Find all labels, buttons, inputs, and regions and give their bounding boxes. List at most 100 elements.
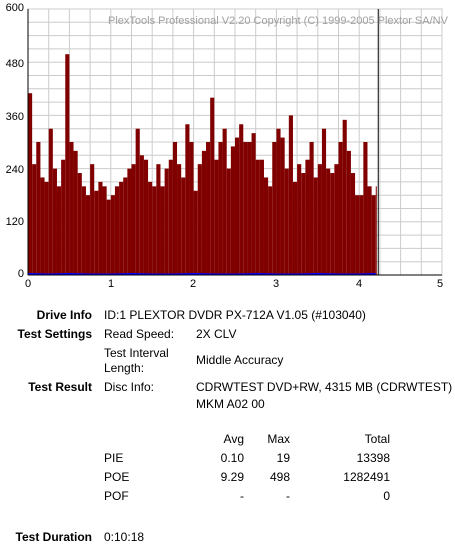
poe-bar (288, 115, 293, 276)
poe-bar (255, 159, 260, 275)
poe-bar (206, 142, 211, 275)
poe-bar (321, 128, 327, 275)
row-pof-name: POF (104, 489, 129, 503)
y-tick-label: 0 (17, 268, 24, 280)
poe-bar (355, 195, 360, 275)
poe-bar (189, 142, 194, 275)
poe-bar (218, 142, 223, 275)
poe-bar (160, 186, 165, 275)
poe-bar (247, 142, 252, 275)
poe-bar (346, 150, 351, 275)
poe-bar (263, 177, 269, 275)
read-speed-value: 2X CLV (196, 327, 237, 341)
poe-bar (127, 168, 132, 275)
y-tick-label: 600 (5, 2, 24, 14)
test-interval-label-line2: Length: (104, 361, 145, 375)
disc-info-label: Disc Info: (104, 380, 155, 394)
poe-bar (119, 181, 124, 275)
poe-bar (334, 164, 339, 275)
row-poe-max: 498 (269, 470, 290, 484)
poe-bar (359, 195, 364, 275)
poe-bar (56, 186, 62, 275)
poe-bar (48, 128, 53, 275)
poe-bar (276, 128, 281, 275)
test-duration-label: Test Duration (15, 530, 92, 544)
poe-bar (326, 168, 331, 275)
col-header-avg: Avg (223, 432, 244, 446)
poe-bar (135, 128, 140, 275)
poe-bar (152, 186, 157, 275)
poe-bar (73, 150, 78, 275)
x-tick-label: 3 (272, 278, 280, 290)
row-pof-max: - (286, 489, 290, 503)
disc-info-value-line1: CDRWTEST DVD+RW, 4315 MB (CDRWTEST) (196, 380, 453, 394)
poe-bar (243, 142, 248, 275)
poe-bar (98, 181, 103, 275)
poe-bar (114, 186, 120, 275)
poe-bar (350, 173, 356, 275)
poe-bar (280, 137, 285, 275)
poe-bar (44, 181, 49, 275)
poe-bar (77, 173, 82, 275)
row-pof-total: 0 (383, 489, 390, 503)
poe-bar (284, 168, 289, 275)
poe-bar (61, 159, 66, 275)
poe-bar (330, 173, 335, 275)
plot-area (27, 8, 443, 276)
drive-info-value: ID:1 PLEXTOR DVDR PX-712A V1.05 (#103040… (104, 308, 366, 322)
x-tick-label: 5 (436, 278, 444, 290)
poe-bar (181, 177, 186, 275)
test-interval-value: Middle Accuracy (196, 353, 284, 367)
poe-bar (297, 164, 302, 275)
poe-bar (342, 119, 347, 275)
poe-bar (28, 93, 33, 275)
poe-bar (110, 195, 115, 275)
poe-bar (197, 164, 202, 275)
poe-bar (272, 142, 277, 275)
poe-bar (131, 164, 136, 275)
y-tick-label: 240 (5, 164, 24, 176)
x-tick-label: 2 (189, 278, 197, 290)
poe-bars (28, 54, 377, 276)
poe-bar (222, 128, 227, 275)
x-tick-label: 1 (107, 278, 115, 290)
y-tick-label: 360 (5, 111, 24, 123)
row-pie-max: 19 (276, 451, 290, 465)
poe-bar (139, 155, 144, 275)
poe-bar (85, 195, 91, 275)
poe-bar (239, 124, 244, 276)
poe-bar (148, 181, 153, 275)
poe-bar (32, 164, 37, 275)
poe-bar (210, 97, 215, 276)
poe-bar (65, 54, 70, 275)
poe-bar (168, 159, 173, 275)
poe-bar (259, 159, 264, 275)
poe-bar (143, 159, 149, 275)
test-settings-label: Test Settings (17, 327, 92, 341)
disc-info-value-line2: MKM A02 00 (196, 397, 265, 411)
poe-bar (164, 168, 169, 275)
poe-bar (235, 137, 240, 275)
poe-bar (313, 177, 318, 275)
col-header-total: Total (364, 432, 390, 446)
row-pie-avg: 0.10 (220, 451, 244, 465)
drive-info-label: Drive Info (36, 308, 92, 322)
poe-bar (90, 164, 95, 275)
poe-bar (309, 142, 314, 275)
row-pie-name: PIE (104, 451, 124, 465)
poe-bar (102, 186, 107, 275)
row-poe-name: POE (104, 470, 130, 484)
row-poe-avg: 9.29 (220, 470, 244, 484)
poe-bar (177, 164, 182, 275)
row-pof-avg: - (240, 489, 244, 503)
poe-bar (292, 181, 298, 275)
read-speed-label: Read Speed: (104, 327, 175, 341)
poe-bar (172, 142, 178, 275)
poe-bar (301, 173, 306, 275)
poe-bar (338, 142, 343, 275)
test-interval-label-line1: Test Interval (104, 346, 169, 360)
poe-bar (375, 186, 377, 275)
test-duration-value: 0:10:18 (104, 530, 145, 544)
poe-bar (214, 159, 219, 275)
poe-bar (317, 164, 322, 275)
